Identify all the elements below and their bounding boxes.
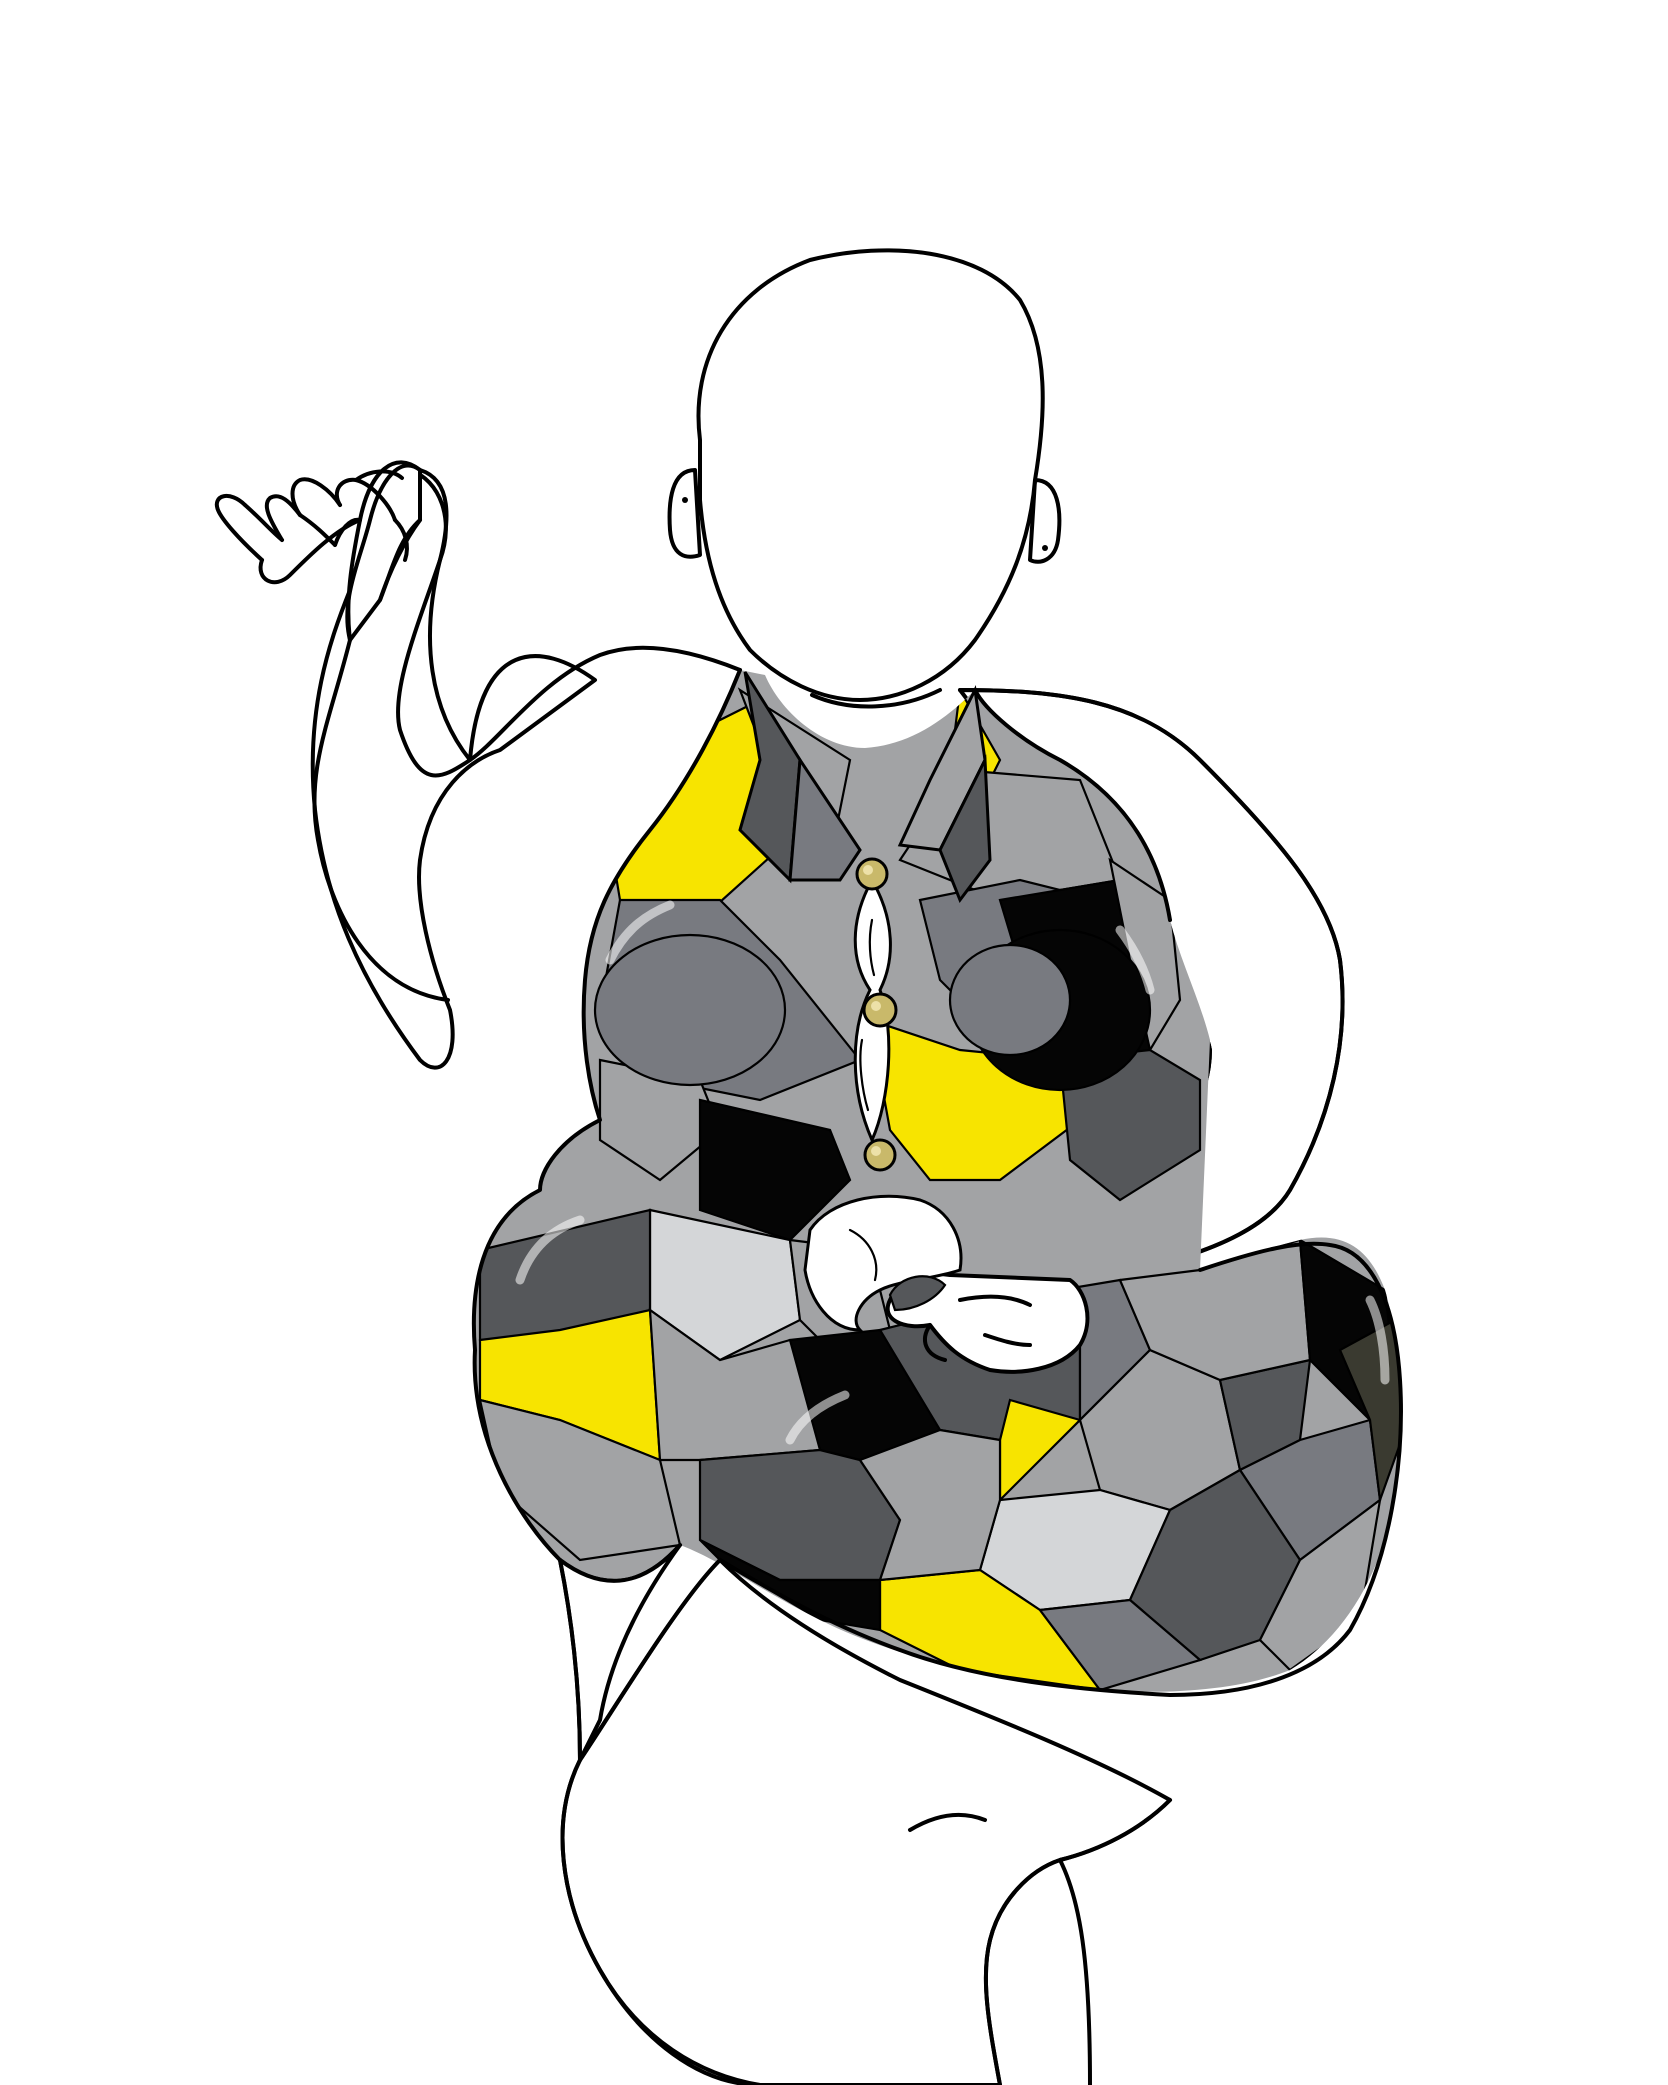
garment-buttons — [855, 857, 898, 1172]
gathered-fabric — [803, 1194, 963, 1332]
dress-button-bottom — [863, 1138, 897, 1172]
raised-left-hand — [214, 460, 422, 642]
dress-button-middle — [862, 992, 898, 1028]
dress-collar — [738, 671, 992, 904]
resting-right-hand — [885, 1271, 1090, 1374]
head — [667, 248, 1062, 709]
legs — [558, 1543, 1172, 2085]
dress-button-top — [855, 857, 889, 891]
raised-left-arm — [310, 468, 742, 1070]
